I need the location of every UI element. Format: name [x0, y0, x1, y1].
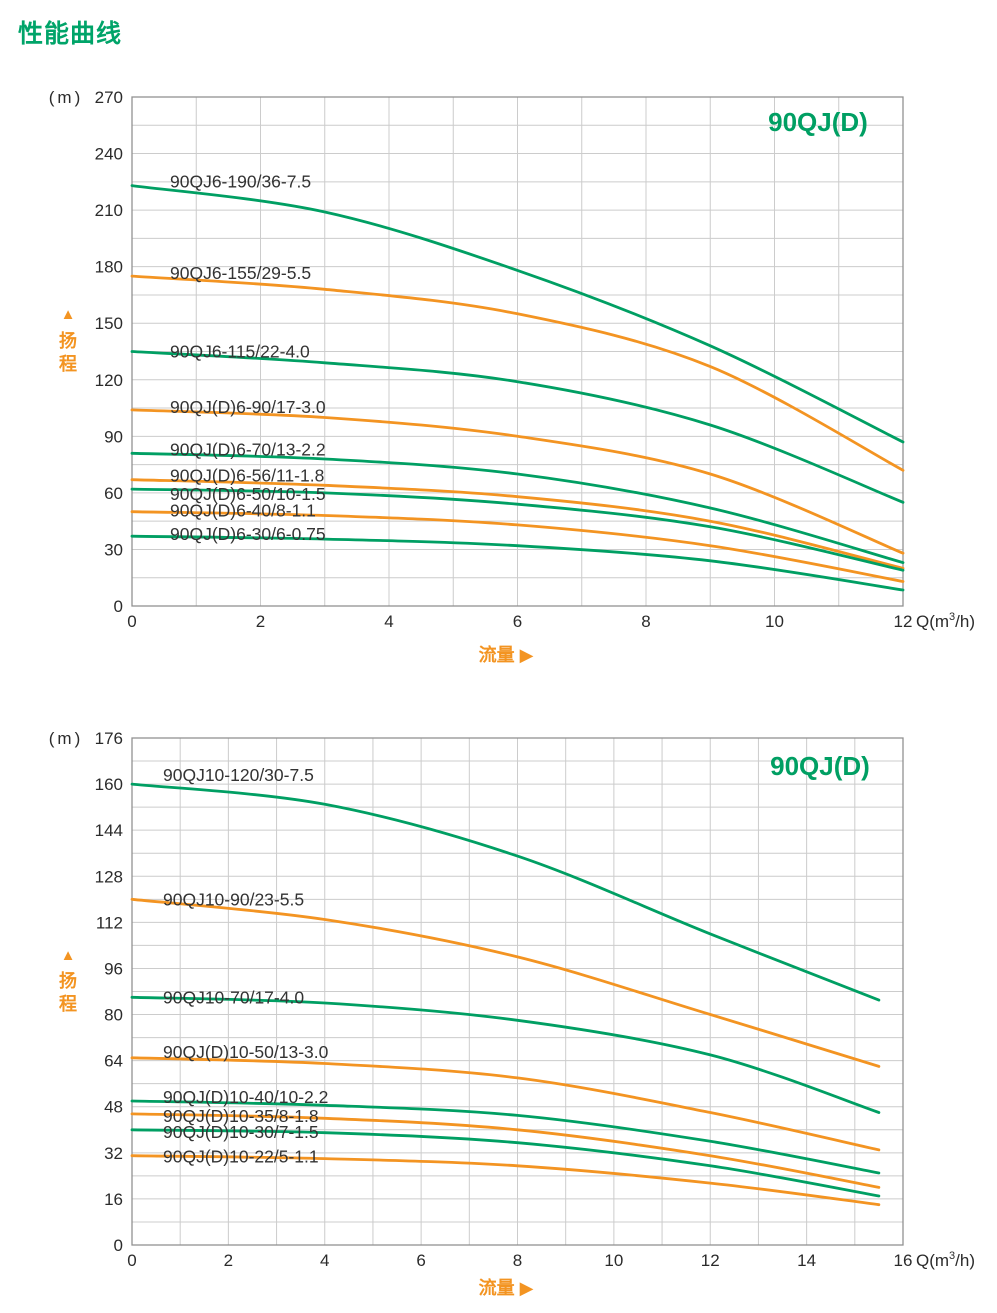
x-tick-label: 4 — [320, 1251, 329, 1270]
pump-curve — [130, 1128, 881, 1198]
x-tick-label: 12 — [894, 612, 913, 631]
curve-label: 90QJ10-90/23-5.5 — [163, 889, 304, 909]
x-axis-name: 流量 ▶ — [479, 1277, 534, 1298]
pump-curve-chart-2: 0 16 32 48 64 80 96 112 128 144 160 176 (m) 0 2 4 6 8 10 12… — [49, 729, 975, 1298]
y-tick-label: 150 — [95, 314, 123, 333]
y-tick-label: 176 — [95, 729, 123, 748]
y-tick-label: 32 — [104, 1144, 123, 1163]
y-tick-label: 160 — [95, 775, 123, 794]
pump-curve — [130, 534, 905, 592]
x-tick-label: 10 — [604, 1251, 623, 1270]
y-tick-label: 112 — [96, 913, 123, 932]
pump-curve — [130, 408, 905, 555]
curve-label: 90QJ(D)10-30/7-1.5 — [163, 1122, 319, 1142]
y-tick-label: 128 — [95, 867, 123, 886]
y-tick-label: 80 — [104, 1006, 123, 1025]
curve-label: 90QJ(D)10-22/5-1.1 — [163, 1147, 319, 1167]
x-tick-label: 6 — [416, 1251, 425, 1270]
curve-label: 90QJ(D)10-35/8-1.8 — [163, 1106, 319, 1126]
pump-curve — [130, 897, 881, 1068]
curve-label: 90QJ(D)6-90/17-3.0 — [170, 397, 326, 417]
x-tick-label: 16 — [894, 1251, 913, 1270]
x-axis-name: 流量 ▶ — [479, 644, 534, 665]
y-tick-label: 60 — [104, 484, 123, 503]
x-tick-label: 0 — [127, 1251, 136, 1270]
pump-curve-chart-1: 0 30 60 90 120 150 180 210 240 270 (m) 0 2 4 6 8 10 12 Q(m… — [49, 88, 975, 665]
curve-label: 90QJ6-155/29-5.5 — [170, 263, 311, 283]
y-axis-name: ▲ 扬程 — [59, 947, 77, 1014]
pump-curve — [130, 478, 905, 570]
y-tick-label: 210 — [95, 201, 123, 220]
y-tick-label: 64 — [104, 1052, 123, 1071]
y-tick-label: 0 — [114, 597, 123, 616]
pump-curve — [130, 350, 905, 504]
pump-curve — [130, 1099, 881, 1175]
y-tick-label: 270 — [95, 88, 123, 107]
pump-curve — [130, 451, 905, 564]
y-unit-label: (m) — [49, 88, 83, 107]
curve-label: 90QJ(D)6-40/8-1.1 — [170, 501, 316, 521]
y-tick-label: 0 — [114, 1236, 123, 1255]
y-unit-label: (m) — [49, 729, 83, 748]
curve-label: 90QJ6-190/36-7.5 — [170, 172, 311, 192]
x-tick-label: 4 — [384, 612, 393, 631]
x-tick-label: 2 — [224, 1251, 233, 1270]
y-tick-label: 144 — [95, 821, 123, 840]
y-tick-label: 16 — [104, 1190, 123, 1209]
x-tick-label: 6 — [513, 612, 522, 631]
y-axis-name-char: 程 — [59, 994, 77, 1014]
y-tick-label: 30 — [104, 540, 123, 559]
pump-curve — [130, 487, 905, 572]
x-tick-label: 8 — [641, 612, 650, 631]
y-axis-name-char: 扬 — [59, 330, 77, 351]
curves — [130, 782, 881, 1207]
y-tick-label: 90 — [104, 427, 123, 446]
pump-curve — [130, 274, 905, 472]
curve-label: 90QJ10-70/17-4.0 — [163, 987, 304, 1007]
x-tick-label: 14 — [797, 1251, 816, 1270]
pump-curve — [130, 184, 905, 444]
up-arrow-icon: ▲ — [61, 306, 76, 323]
pump-curve — [130, 1154, 881, 1207]
up-arrow-icon: ▲ — [61, 947, 76, 964]
curve-label: 90QJ(D)6-70/13-2.2 — [170, 439, 326, 459]
x-unit-label: Q(m3/h) — [916, 1250, 975, 1270]
y-tick-label: 48 — [104, 1098, 123, 1117]
y-tick-label: 240 — [95, 145, 123, 164]
pump-curve — [130, 1112, 881, 1189]
y-tick-label: 120 — [95, 371, 123, 390]
curve-label: 90QJ(D)6-30/6-0.75 — [170, 524, 326, 544]
curves — [130, 184, 905, 592]
x-tick-label: 10 — [765, 612, 784, 631]
curve-label: 90QJ(D)6-56/11-1.8 — [170, 466, 324, 486]
pump-curve — [130, 1056, 881, 1152]
gridlines — [131, 96, 904, 607]
y-tick-label: 180 — [95, 258, 123, 277]
x-tick-label: 8 — [513, 1251, 522, 1270]
chart-title-badge: 90QJ(D) — [770, 751, 870, 781]
y-axis-name: ▲ 扬程 — [59, 306, 77, 374]
y-tick-label: 96 — [104, 959, 123, 978]
pump-curve — [130, 782, 881, 1002]
x-unit-label: Q(m3/h) — [916, 611, 975, 631]
gridlines — [131, 737, 904, 1246]
curve-label: 90QJ10-120/30-7.5 — [163, 765, 314, 785]
x-tick-label: 2 — [256, 612, 265, 631]
y-axis-name-char: 扬 — [59, 970, 77, 991]
curve-label: 90QJ(D)6-50/10-1.5 — [170, 484, 326, 504]
plot-frame — [131, 737, 904, 1246]
pump-curve — [130, 995, 881, 1114]
x-tick-label: 12 — [701, 1251, 720, 1270]
x-tick-label: 0 — [127, 612, 136, 631]
curve-label: 90QJ(D)10-40/10-2.2 — [163, 1087, 328, 1107]
chart-title-badge: 90QJ(D) — [768, 107, 868, 137]
page-title: 性能曲线 — [18, 20, 123, 48]
pump-curve — [130, 510, 905, 583]
curve-label: 90QJ(D)10-50/13-3.0 — [163, 1042, 329, 1062]
curve-label: 90QJ6-115/22-4.0 — [170, 342, 310, 362]
y-axis-name-char: 程 — [59, 354, 77, 374]
